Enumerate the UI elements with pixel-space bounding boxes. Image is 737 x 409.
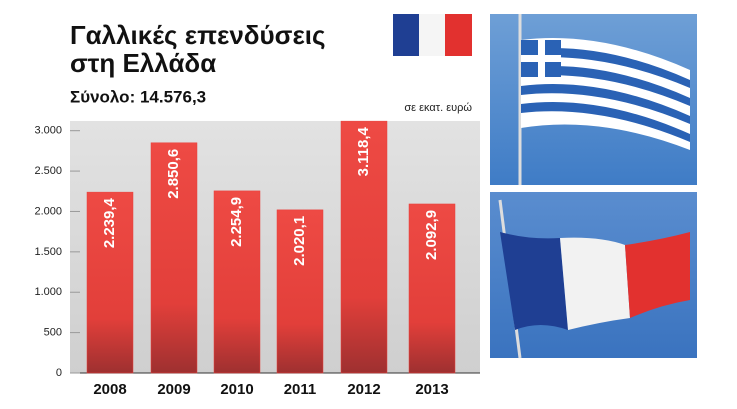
bar [150,142,198,374]
x-tick-label: 2008 [93,381,126,398]
x-tick-label: 2011 [284,381,317,398]
value-label: 2.254,9 [228,197,245,247]
french-flag-photo [490,192,697,359]
header-flag [393,14,472,56]
bar [276,209,324,374]
value-label: 3.118,4 [355,126,372,176]
x-tick-label: 2013 [415,381,448,398]
bar [86,191,134,374]
bar [340,120,388,374]
chart-title: Γαλλικές επενδύσεις στη Ελλάδα [70,20,326,78]
y-tick-label: 2.000 [34,205,62,217]
y-tick-label: 500 [44,327,62,339]
y-tick-label: 1.500 [34,246,62,258]
bar [408,203,456,374]
y-tick-label: 3.000 [34,125,62,137]
value-label: 2.020,1 [291,216,308,266]
value-label: 2.092,9 [423,210,440,260]
value-label: 2.239,4 [101,197,118,248]
unit-label: σε εκατ. ευρώ [404,102,472,114]
x-tick-label: 2010 [220,381,253,398]
value-label: 2.850,6 [165,149,182,199]
subtitle: Σύνολο: 14.576,3 [70,87,206,106]
x-tick-label: 2012 [347,381,380,398]
y-tick-label: 2.500 [34,165,62,177]
bar [213,190,261,374]
x-tick-label: 2009 [157,381,190,398]
y-tick-label: 1.000 [34,286,62,298]
y-tick-label: 0 [56,367,62,379]
greek-flag-photo [490,14,697,185]
